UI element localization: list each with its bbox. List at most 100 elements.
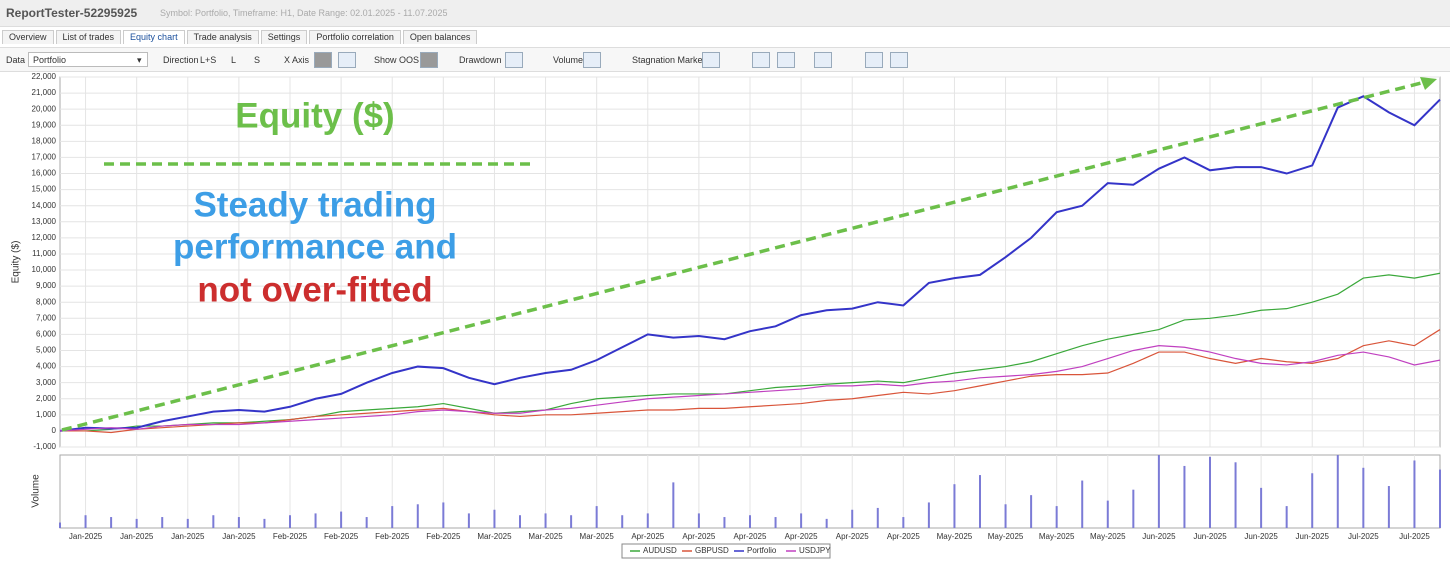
y-tick-label: 7,000 [36, 313, 57, 322]
volume-bar [1157, 455, 1160, 528]
y-tick-label: 5,000 [36, 346, 57, 355]
volume-bar [135, 518, 138, 528]
x-tick-label: Jun-2025 [1296, 532, 1330, 541]
volume-bar [1387, 486, 1390, 528]
y-tick-label: 22,000 [32, 72, 57, 81]
tab-bar: Overview List of trades Equity chart Trade … [2, 30, 479, 44]
x-tick-label: Mar-2025 [477, 532, 512, 541]
data-value: Portfolio [33, 55, 67, 65]
direction-label: Direction [163, 55, 199, 65]
volume-bar [723, 517, 726, 528]
title-bar: ReportTester-52295925 Symbol: Portfolio,… [0, 0, 1450, 27]
y-tick-label: 11,000 [32, 249, 56, 258]
volume-bar [876, 507, 879, 528]
volume-bar [544, 513, 547, 528]
trend-arrow-head [1420, 77, 1437, 90]
window-title: ReportTester-52295925 [6, 6, 138, 20]
volume-bar [314, 513, 317, 528]
volume-bar [1030, 495, 1033, 528]
y-tick-label: 10,000 [32, 265, 57, 274]
direction-option[interactable]: L+S [200, 55, 217, 65]
x-tick-label: Mar-2025 [580, 532, 615, 541]
tab[interactable]: Overview [2, 30, 54, 44]
x-axis-button[interactable] [338, 52, 356, 68]
annotation: performance and [173, 227, 457, 266]
volume-bar [186, 518, 189, 528]
volume-bar [289, 515, 291, 528]
y-tick-label: 14,000 [32, 201, 57, 210]
x-tick-label: Jan-2025 [171, 532, 205, 541]
x-tick-label: May-2025 [1039, 532, 1075, 541]
x-tick-label: Jan-2025 [120, 532, 154, 541]
x-axis-label: X Axis [284, 55, 310, 65]
volume-bar [1132, 489, 1135, 528]
x-tick-label: Apr-2025 [631, 532, 664, 541]
tab[interactable]: Equity chart [123, 30, 185, 44]
y-tick-label: 15,000 [32, 185, 57, 194]
y-tick-label: 13,000 [32, 217, 57, 226]
tab[interactable]: Settings [260, 30, 308, 44]
volume-bar [1285, 506, 1288, 528]
volume-bar [1209, 456, 1211, 528]
volume-bar [1106, 500, 1109, 528]
trend-arrow [61, 80, 1426, 432]
x-tick-label: Apr-2025 [785, 532, 818, 541]
tab[interactable]: Trade analysis [186, 30, 259, 44]
data-select[interactable]: Portfolio ▾ [28, 52, 148, 67]
tool-button[interactable] [890, 52, 908, 68]
volume-bar [800, 513, 803, 528]
toolbar: Data Portfolio ▾ Direction L+S L S X Axis… [0, 47, 1450, 72]
volume-bar [416, 504, 419, 528]
volume-bar [340, 511, 343, 528]
volume-bar [1004, 504, 1007, 528]
volume-bar [365, 517, 368, 528]
volume-bar [825, 518, 828, 528]
volume-bar [570, 515, 573, 528]
volume-bar [1081, 480, 1084, 528]
volume-bar [84, 515, 87, 528]
tool-button[interactable] [777, 52, 795, 68]
volume-bar [1439, 469, 1441, 528]
drawdown-button[interactable] [505, 52, 523, 68]
y-tick-label: 8,000 [36, 297, 57, 306]
series-line [59, 345, 1441, 432]
tab[interactable]: Portfolio correlation [309, 30, 401, 44]
volume-bar [621, 515, 624, 528]
direction-option[interactable]: L [231, 55, 237, 65]
y-tick-label: -1,000 [33, 442, 56, 451]
x-tick-label: Jun-2025 [1142, 532, 1176, 541]
x-tick-label: Feb-2025 [273, 532, 308, 541]
tool-button[interactable] [865, 52, 883, 68]
tab[interactable]: Open balances [402, 30, 478, 44]
data-label: Data [6, 55, 26, 65]
volume-bar [595, 506, 598, 528]
stagnation-label: Stagnation Marker [632, 55, 706, 65]
legend-label: USDJPY [799, 546, 831, 555]
volume-bar [697, 513, 700, 528]
y-tick-label: 21,000 [32, 88, 57, 97]
volume-axis-label: Volume [31, 474, 42, 508]
x-tick-label: Jul-2025 [1348, 532, 1379, 541]
legend-label: GBPUSD [695, 546, 729, 555]
x-tick-label: Feb-2025 [426, 532, 461, 541]
x-axis-button[interactable] [314, 52, 332, 68]
x-tick-label: Feb-2025 [324, 532, 359, 541]
x-tick-label: Jan-2025 [222, 532, 256, 541]
volume-bar [927, 502, 930, 528]
show-oos-button[interactable] [420, 52, 438, 68]
volume-bar [1183, 465, 1186, 528]
volume-bar [110, 517, 113, 528]
volume-bar [672, 482, 675, 528]
tab[interactable]: List of trades [55, 30, 122, 44]
x-tick-label: May-2025 [988, 532, 1024, 541]
window-subtitle: Symbol: Portfolio, Timeframe: H1, Date R… [160, 8, 448, 18]
volume-bar [902, 517, 905, 528]
volume-button[interactable] [583, 52, 601, 68]
tool-button[interactable] [752, 52, 770, 68]
volume-bar [442, 502, 445, 528]
tool-button[interactable] [814, 52, 832, 68]
stagnation-button[interactable] [702, 52, 720, 68]
direction-option[interactable]: S [254, 55, 261, 65]
x-tick-label: May-2025 [937, 532, 973, 541]
